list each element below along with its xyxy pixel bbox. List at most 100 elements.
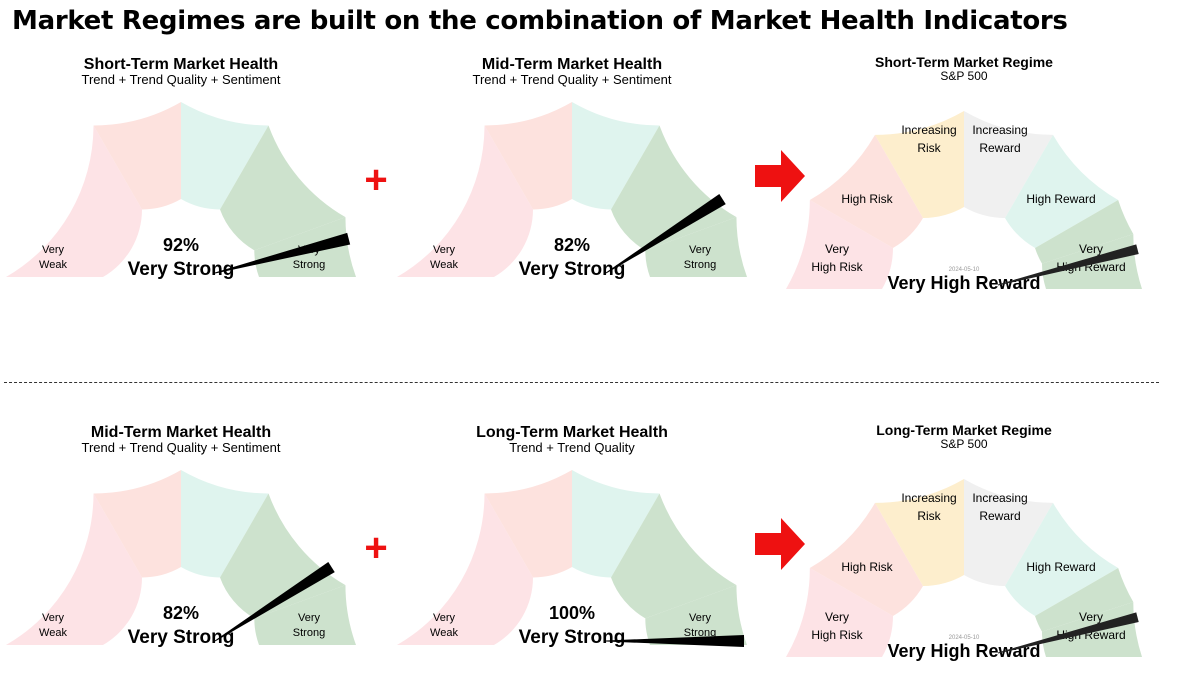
zone-label: Strong [684,627,716,639]
gauge-title: Short-Term Market Health [84,56,278,73]
regime-date: 2024-05-10 [949,635,980,641]
regime-date: 2024-05-10 [949,267,980,273]
regime-title: Short-Term Market Regime [875,54,1053,70]
regime-zone [964,111,1053,218]
plus-icon: + [364,158,387,202]
right-arrow-icon [755,150,805,202]
gauge-zone [484,470,572,578]
gauge-zone [6,125,142,277]
gauge-title: Mid-Term Market Health [482,56,662,73]
regime-zone-label: Very [1079,242,1103,256]
regime-zone-label: Risk [917,141,941,155]
regime-zone-label: High Risk [841,560,893,574]
regime-zone-label: Reward [979,141,1020,155]
zone-label: Weak [430,627,458,639]
zone-label: Very [42,612,65,624]
regime-zone-label: High Risk [841,192,893,206]
zone-label: Very [689,612,712,624]
gauge-zone [611,493,737,619]
gauge-zone [397,125,533,277]
gauge-zone [181,470,269,578]
zone-label: Weak [430,259,458,271]
right-arrow-icon [755,518,805,570]
gauge-zone [6,493,142,645]
section-divider [4,382,1159,383]
gauge-zone [572,470,660,578]
gauge-zone [645,217,747,277]
regime-needle [997,244,1139,286]
gauge-zone [397,493,533,645]
regime-zone-label: Very [1079,610,1103,624]
zone-label: Strong [293,627,325,639]
zone-label: Strong [684,259,716,271]
zone-label: Very [42,244,65,256]
regime-zone-label: High Reward [1026,192,1095,206]
regime-title: Long-Term Market Regime [876,422,1052,438]
zone-label: Weak [39,259,67,271]
gauge-zone [93,102,181,210]
regime-zone-label: Increasing [972,491,1027,505]
gauge-zone [220,125,346,251]
gauge-subtitle: Trend + Trend Quality [509,440,635,455]
gauge-needle [605,193,726,274]
regime-status: Very High Reward [887,273,1040,293]
gauge-value: 82% [554,235,590,255]
gauge-zone [572,102,660,210]
gauge-subtitle: Trend + Trend Quality + Sentiment [82,72,281,87]
gauge-value: 82% [163,603,199,623]
gauge-status: Very Strong [519,627,626,648]
regime-subtitle: S&P 500 [940,69,987,83]
regime-zone-label: Increasing [972,123,1027,137]
gauge-value: 92% [163,235,199,255]
gauge-zone [645,585,747,645]
gauge-status: Very Strong [128,627,235,648]
regime-zone [875,479,964,586]
regime-zone [1005,502,1119,616]
regime-zone [809,502,923,616]
gauge-subtitle: Trend + Trend Quality + Sentiment [473,72,672,87]
regime-zone [786,200,893,289]
gauge-zone [93,470,181,578]
gauge-needle [606,635,744,647]
regime-zone-label: Reward [979,509,1020,523]
plus-icon: + [364,526,387,570]
gauge-status: Very Strong [519,259,626,280]
regime-status: Very High Reward [887,641,1040,661]
regime-zone [1005,134,1119,248]
gauge-needle [214,561,335,642]
regime-zone-label: High Risk [811,628,863,642]
gauge-zone [220,493,346,619]
regime-zone [809,134,923,248]
gauge-zone [181,102,269,210]
regime-zone-label: Increasing [901,123,956,137]
regime-zone [964,479,1053,586]
regime-zone-label: Very [825,610,849,624]
gauge-title: Long-Term Market Health [476,424,668,441]
gauge-zone [254,585,356,645]
regime-zone-label: Very [825,242,849,256]
zone-label: Weak [39,627,67,639]
regime-zone-label: High Risk [811,260,863,274]
regime-zone-label: High Reward [1026,560,1095,574]
zone-label: Very [298,612,321,624]
regime-zone-label: Risk [917,509,941,523]
regime-zone [1035,200,1134,264]
gauge-needle [214,232,351,274]
regime-zone [875,111,964,218]
zone-label: Very [433,244,456,256]
gauge-subtitle: Trend + Trend Quality + Sentiment [82,440,281,455]
regime-zone [786,568,893,657]
regime-needle [997,612,1139,654]
zone-label: Strong [293,259,325,271]
gauge-title: Mid-Term Market Health [91,424,271,441]
zone-label: Very [433,612,456,624]
zone-label: Very [689,244,712,256]
gauge-zone [484,102,572,210]
regime-subtitle: S&P 500 [940,437,987,451]
regime-zone [1035,568,1134,632]
regime-zone-label: Increasing [901,491,956,505]
gauge-status: Very Strong [128,259,235,280]
gauge-value: 100% [549,603,595,623]
